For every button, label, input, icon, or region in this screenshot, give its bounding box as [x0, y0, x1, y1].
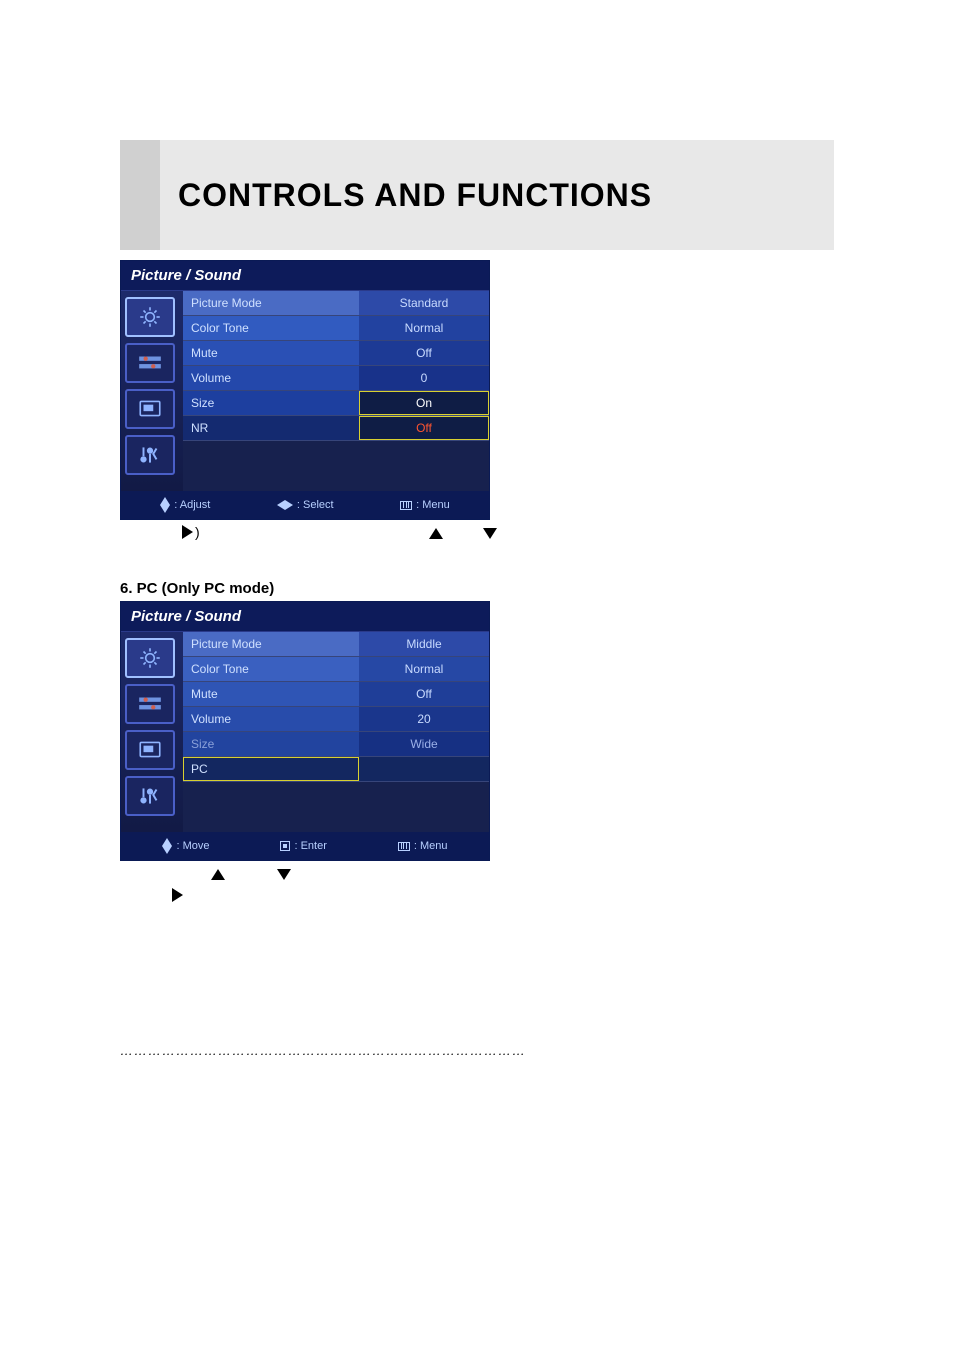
osd-row[interactable]: SizeOn — [183, 391, 489, 416]
osd-row[interactable]: Volume0 — [183, 366, 489, 391]
arrow-up-icon — [429, 528, 443, 539]
osd-row-value: Middle — [359, 632, 489, 656]
arrow-right-icon — [172, 888, 183, 902]
osd-footer-hint: : Select — [277, 497, 334, 513]
osd-row[interactable]: Volume20 — [183, 707, 489, 732]
osd-sidebar — [121, 632, 183, 832]
osd-row-value: Off — [359, 416, 489, 440]
osd-footer: : Move : Enter : Menu — [121, 832, 489, 860]
osd-filler — [183, 441, 489, 491]
subheading-pc: 6. PC (Only PC mode) — [120, 580, 834, 597]
page-title-bar: CONTROLS AND FUNCTIONS — [120, 140, 834, 250]
osd-sidebar — [121, 291, 183, 491]
page-title: CONTROLS AND FUNCTIONS — [160, 140, 834, 250]
osd-row-value: On — [359, 391, 489, 415]
instructions-below-osd2 — [180, 865, 834, 903]
osd-row[interactable]: PC — [183, 757, 489, 782]
osd-footer: : Adjust : Select : Menu — [121, 491, 489, 519]
title-accent — [120, 140, 160, 250]
osd-row[interactable]: Picture ModeStandard — [183, 291, 489, 316]
bars-icon[interactable] — [125, 343, 175, 383]
osd-footer-hint: : Enter — [280, 838, 326, 854]
osd-row-value: Off — [359, 341, 489, 365]
brightness-icon[interactable] — [125, 297, 175, 337]
osd-row[interactable]: MuteOff — [183, 682, 489, 707]
osd-row-label: Color Tone — [183, 657, 359, 681]
osd-row-label: PC — [183, 757, 359, 781]
osd-row-label: Color Tone — [183, 316, 359, 340]
osd-row-label: NR — [183, 416, 359, 440]
osd-row[interactable]: NROff — [183, 416, 489, 441]
osd-row-value — [359, 757, 489, 781]
osd-row-value: 20 — [359, 707, 489, 731]
osd-window-2: Picture / SoundPicture ModeMiddleColor T… — [120, 601, 834, 861]
osd-title: Picture / Sound — [121, 261, 489, 291]
osd-row-value: 0 — [359, 366, 489, 390]
osd-row-value: Normal — [359, 316, 489, 340]
arrow-down-icon — [277, 869, 291, 880]
osd-footer-hint: : Adjust — [160, 497, 210, 513]
osd-row-label: Mute — [183, 682, 359, 706]
osd-row-label: Size — [183, 391, 359, 415]
osd-title: Picture / Sound — [121, 602, 489, 632]
osd-row-label: Picture Mode — [183, 632, 359, 656]
bars-icon[interactable] — [125, 684, 175, 724]
osd-row[interactable]: MuteOff — [183, 341, 489, 366]
osd-row[interactable]: SizeWide — [183, 732, 489, 757]
osd-footer-hint: : Menu — [400, 497, 450, 513]
osd-row[interactable]: Color ToneNormal — [183, 657, 489, 682]
arrow-up-icon — [211, 869, 225, 880]
osd-filler — [183, 782, 489, 832]
osd-row-label: Volume — [183, 707, 359, 731]
arrow-down-icon — [483, 528, 497, 539]
tools-icon[interactable] — [125, 435, 175, 475]
osd-window-1: Picture / SoundPicture ModeStandardColor… — [120, 260, 834, 520]
osd-row-label: Volume — [183, 366, 359, 390]
arrow-right-icon — [182, 525, 193, 539]
osd-row-value: Wide — [359, 732, 489, 756]
osd-row-label: Picture Mode — [183, 291, 359, 315]
screen-icon[interactable] — [125, 389, 175, 429]
osd-row-label: Size — [183, 732, 359, 756]
osd-row-value: Normal — [359, 657, 489, 681]
dotted-line: …………………………………………………………………………… — [120, 1043, 834, 1058]
tools-icon[interactable] — [125, 776, 175, 816]
osd-row[interactable]: Picture ModeMiddle — [183, 632, 489, 657]
osd-row-label: Mute — [183, 341, 359, 365]
instruction-after-osd1: ) — [180, 524, 834, 540]
osd-row-value: Standard — [359, 291, 489, 315]
osd-footer-hint: : Menu — [398, 838, 448, 854]
osd-footer-hint: : Move — [162, 838, 209, 854]
osd-row-value: Off — [359, 682, 489, 706]
screen-icon[interactable] — [125, 730, 175, 770]
brightness-icon[interactable] — [125, 638, 175, 678]
osd-row[interactable]: Color ToneNormal — [183, 316, 489, 341]
